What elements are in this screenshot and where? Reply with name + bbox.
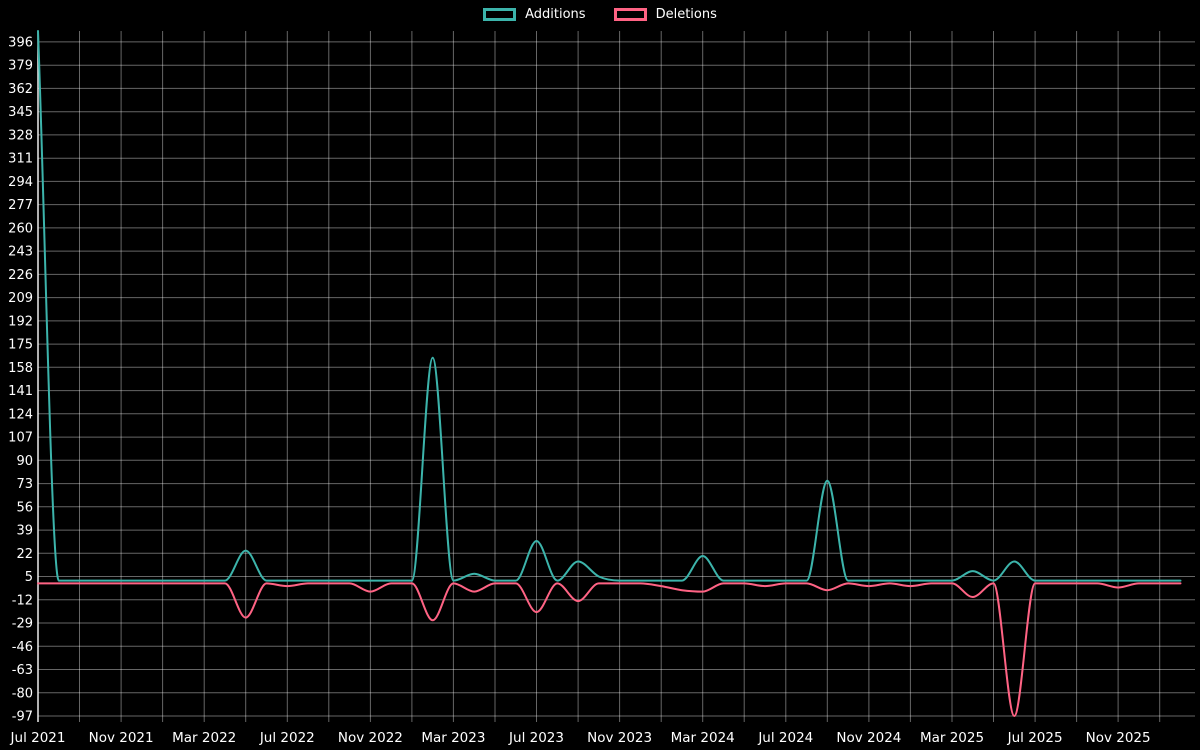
chart-legend: Additions Deletions xyxy=(0,7,1200,22)
legend-label-deletions: Deletions xyxy=(655,7,717,22)
y-tick-label: 294 xyxy=(8,175,33,190)
y-tick-label: -46 xyxy=(12,640,33,655)
x-tick-label: Jul 2024 xyxy=(757,730,813,746)
x-tick-label: Mar 2024 xyxy=(671,730,735,746)
y-tick-label: 260 xyxy=(8,221,33,236)
x-tick-label: Mar 2025 xyxy=(920,730,984,746)
y-tick-label: -63 xyxy=(12,663,33,678)
y-tick-label: 328 xyxy=(8,128,33,143)
x-tick-label: Nov 2024 xyxy=(836,730,901,746)
y-axis-labels: 396 379 362 345 328 311 294 277 260 243 226 209 192 1… xyxy=(8,35,33,724)
y-tick-label: -29 xyxy=(12,617,33,632)
legend-label-additions: Additions xyxy=(525,7,586,22)
y-tick-label: 209 xyxy=(8,291,33,306)
y-tick-label: 192 xyxy=(8,314,33,329)
y-tick-label: 39 xyxy=(16,524,33,539)
y-tick-label: 5 xyxy=(25,570,33,585)
y-tick-label: 175 xyxy=(8,338,33,353)
y-tick-label: 124 xyxy=(8,407,33,422)
x-tick-label: Nov 2022 xyxy=(338,730,403,746)
x-tick-label: Mar 2023 xyxy=(421,730,485,746)
legend-item-deletions[interactable]: Deletions xyxy=(613,7,717,22)
y-tick-label: 226 xyxy=(8,268,33,283)
deletions-line xyxy=(37,582,1182,717)
x-tick-label: Mar 2022 xyxy=(172,730,236,746)
y-tick-label: 158 xyxy=(8,361,33,376)
y-tick-label: 90 xyxy=(16,454,33,469)
additions-legend-swatch-icon xyxy=(483,8,517,21)
y-tick-label: -97 xyxy=(12,710,33,725)
x-tick-label: Jul 2022 xyxy=(259,730,315,746)
x-tick-label: Jul 2021 xyxy=(10,730,66,746)
x-tick-label: Nov 2025 xyxy=(1086,730,1151,746)
x-axis-labels: Jul 2021 Nov 2021 Mar 2022 Jul 2022 Nov 2022… xyxy=(10,730,1151,746)
horizontal-gridlines xyxy=(38,41,1195,717)
y-tick-label: 345 xyxy=(8,105,33,120)
y-tick-label: 107 xyxy=(8,431,33,446)
x-tick-label: Nov 2021 xyxy=(89,730,154,746)
y-tick-label: 396 xyxy=(8,35,33,50)
y-tick-label: 141 xyxy=(8,384,33,399)
x-tick-label: Jul 2025 xyxy=(1007,730,1063,746)
y-tick-label: 379 xyxy=(8,59,33,74)
y-tick-label: -12 xyxy=(12,593,33,608)
additions-line xyxy=(37,30,1182,582)
y-tick-label: 277 xyxy=(8,198,33,213)
deletions-legend-swatch-icon xyxy=(613,8,647,21)
y-tick-label: 362 xyxy=(8,82,33,97)
y-tick-label: 56 xyxy=(16,500,33,515)
y-tick-label: 243 xyxy=(8,245,33,260)
x-tick-label: Jul 2023 xyxy=(508,730,564,746)
y-tick-label: 73 xyxy=(16,477,33,492)
x-tick-label: Nov 2023 xyxy=(587,730,652,746)
y-tick-label: 22 xyxy=(16,547,33,562)
vertical-gridlines xyxy=(37,31,1161,722)
legend-item-additions[interactable]: Additions xyxy=(483,7,586,22)
y-tick-label: -80 xyxy=(12,686,33,701)
y-tick-label: 311 xyxy=(8,152,33,167)
